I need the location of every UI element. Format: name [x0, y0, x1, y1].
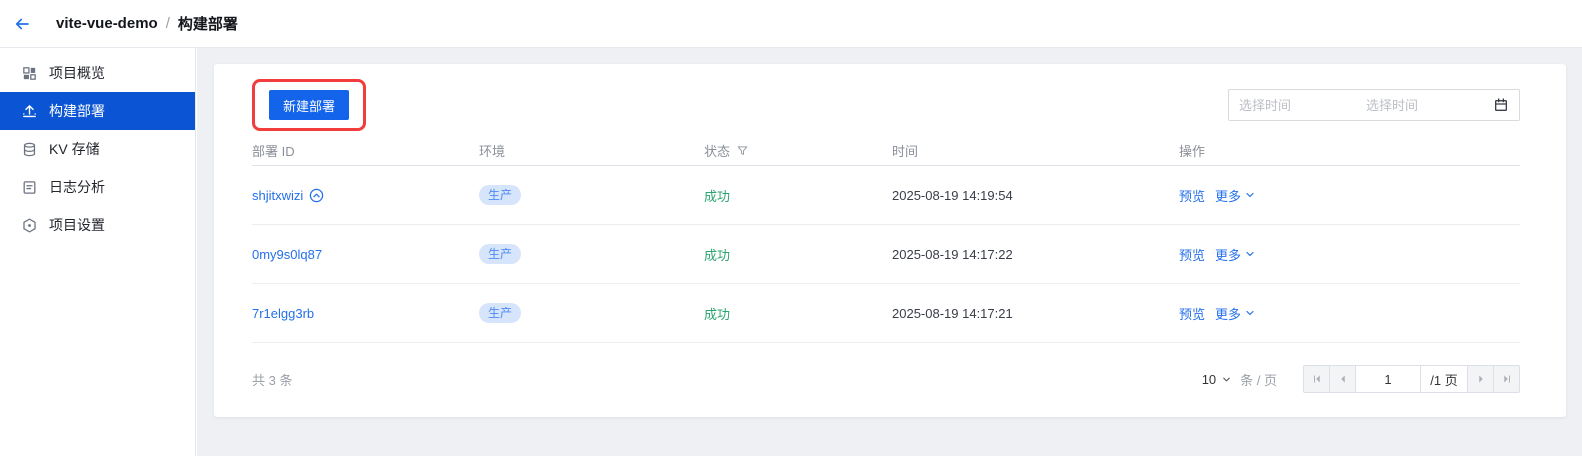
date-range-picker[interactable] — [1228, 89, 1520, 121]
breadcrumb: vite-vue-demo / 构建部署 — [56, 13, 238, 34]
last-page-button[interactable] — [1493, 365, 1520, 393]
dashboard-icon — [23, 66, 36, 80]
status-text: 成功 — [704, 188, 731, 204]
collapse-circle-icon[interactable] — [309, 188, 324, 203]
toolbar: 新建部署 — [252, 74, 1520, 136]
date-start-input[interactable] — [1239, 97, 1366, 113]
environment-badge: 生产 — [479, 303, 522, 323]
preview-action-link[interactable]: 预览 — [1179, 188, 1206, 204]
more-action-link[interactable]: 更多 — [1215, 188, 1242, 204]
table-header-row: 部署 ID 环境 状态 时间 操作 — [252, 136, 1520, 166]
next-page-icon — [1478, 375, 1483, 383]
sidebar-item-project-overview[interactable]: 项目概览 — [0, 54, 195, 92]
new-deployment-button[interactable]: 新建部署 — [269, 90, 350, 120]
environment-badge: 生产 — [479, 185, 522, 205]
page-title: 构建部署 — [177, 16, 238, 33]
log-document-icon — [23, 180, 36, 194]
page-size-select[interactable]: 10 — [1202, 372, 1232, 387]
last-page-icon — [1503, 375, 1510, 383]
table-footer: 共 3 条 10 条 / 页 — [252, 343, 1520, 415]
sidebar-item-label: 日志分析 — [49, 179, 105, 195]
chevron-down-icon[interactable] — [1244, 248, 1256, 260]
deploy-id-link[interactable]: shjitxwizi — [252, 187, 304, 203]
sidebar-item-label: 项目设置 — [49, 217, 105, 233]
database-icon — [23, 142, 36, 156]
column-header-status: 状态 — [704, 141, 892, 160]
deploy-time: 2025-08-19 14:17:22 — [892, 246, 1013, 262]
calendar-icon[interactable] — [1493, 97, 1509, 113]
deploy-id-link[interactable]: 0my9s0lq87 — [252, 246, 323, 262]
environment-badge: 生产 — [479, 244, 522, 264]
sidebar-item-label: 构建部署 — [49, 103, 105, 119]
table-row: 0my9s0lq87 生产 成功 2025-08-19 14:17:22 预览 … — [252, 225, 1520, 284]
chevron-down-icon[interactable] — [1244, 307, 1256, 319]
status-text: 成功 — [704, 247, 731, 263]
sidebar: 项目概览 构建部署 KV 存储 日志分析 项目设置 — [0, 48, 196, 456]
preview-action-link[interactable]: 预览 — [1179, 306, 1206, 322]
chevron-down-icon — [1223, 377, 1230, 381]
arrow-left-icon — [15, 18, 29, 29]
column-header-deploy-id: 部署 ID — [252, 144, 295, 159]
preview-action-link[interactable]: 预览 — [1179, 247, 1206, 263]
first-page-button[interactable] — [1303, 365, 1330, 393]
pagination: /1 页 — [1303, 365, 1520, 393]
total-count-text: 共 3 条 — [252, 372, 293, 388]
first-page-icon — [1313, 375, 1320, 383]
sidebar-item-label: 项目概览 — [49, 65, 105, 81]
filter-funnel-icon[interactable] — [736, 144, 749, 157]
sidebar-item-label: KV 存储 — [49, 141, 100, 157]
deploy-time: 2025-08-19 14:17:21 — [892, 305, 1013, 321]
table-row: shjitxwizi 生产 成功 2025-08-19 14:19:54 预览 … — [252, 166, 1520, 225]
status-text: 成功 — [704, 306, 731, 322]
sidebar-item-build-deploy[interactable]: 构建部署 — [0, 92, 195, 130]
settings-icon — [23, 217, 36, 233]
page-number-box — [1355, 365, 1421, 393]
previous-page-icon — [1340, 375, 1345, 383]
more-action-link[interactable]: 更多 — [1215, 306, 1242, 322]
column-header-operations: 操作 — [1179, 144, 1206, 159]
date-end-input[interactable] — [1366, 97, 1493, 113]
page-total-label: /1 页 — [1420, 365, 1468, 393]
deploy-id-link[interactable]: 7r1elgg3rb — [252, 305, 315, 321]
deployments-table: 部署 ID 环境 状态 时间 操作 shjitxwizi 生产 成功 2025-… — [252, 136, 1520, 415]
back-button[interactable] — [0, 0, 44, 48]
column-header-time: 时间 — [892, 144, 919, 159]
top-bar: vite-vue-demo / 构建部署 — [0, 0, 1582, 48]
sidebar-item-project-settings[interactable]: 项目设置 — [0, 206, 195, 244]
next-page-button[interactable] — [1467, 365, 1494, 393]
previous-page-button[interactable] — [1329, 365, 1356, 393]
table-row: 7r1elgg3rb 生产 成功 2025-08-19 14:17:21 预览 … — [252, 284, 1520, 343]
deployments-card: 新建部署 部署 ID 环境 状态 时间 操作 — [214, 64, 1566, 417]
page-number-input[interactable] — [1356, 371, 1420, 387]
deploy-time: 2025-08-19 14:19:54 — [892, 187, 1013, 203]
page-size-unit-label: 条 / 页 — [1240, 372, 1277, 388]
sidebar-item-kv-storage[interactable]: KV 存储 — [0, 130, 195, 168]
project-name[interactable]: vite-vue-demo — [56, 15, 158, 32]
sidebar-item-log-analysis[interactable]: 日志分析 — [0, 168, 195, 206]
chevron-down-icon[interactable] — [1244, 189, 1256, 201]
upload-icon — [23, 104, 36, 117]
breadcrumb-separator: / — [165, 15, 170, 32]
more-action-link[interactable]: 更多 — [1215, 247, 1242, 263]
column-header-environment: 环境 — [479, 144, 506, 159]
annotation-highlight-box: 新建部署 — [252, 79, 367, 131]
content-area: 新建部署 部署 ID 环境 状态 时间 操作 — [197, 48, 1582, 456]
